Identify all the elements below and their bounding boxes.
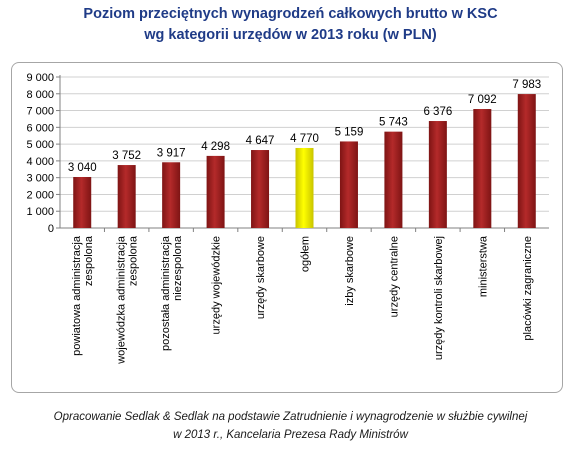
y-tick-label: 2 000 [26,189,54,201]
caption-line-1: Opracowanie Sedlak & Sedlak na podstawie… [53,411,528,423]
chart-source-caption: Opracowanie Sedlak & Sedlak na podstawie… [0,408,581,444]
x-category-label: powiatowa administracja zespolona [71,235,95,356]
chart-title-line-2: wg kategorii urzędów w 2013 roku (w PLN) [144,27,437,43]
bar-6 [295,147,314,228]
value-label: 4 647 [246,135,275,147]
bar-8 [384,131,403,228]
value-label: 3 752 [112,150,141,162]
x-category-label: wojewódzka administracja zespolona [116,235,140,365]
y-tick-label: 8 000 [26,89,54,101]
x-category-label: urzędy skarbowe [255,236,267,319]
x-category-label-line: zespolona [128,235,140,286]
bar-2 [117,165,136,228]
y-tick-label: 9 000 [26,72,54,84]
value-label: 6 376 [423,106,452,118]
x-category-label: urzędy centralne [388,236,400,317]
bar-5 [251,150,270,228]
x-category-label-line: ministerstwa [477,235,489,297]
y-tick-label: 5 000 [26,139,54,151]
chart-title: Poziom przeciętnych wynagrodzeń całkowyc… [0,4,581,46]
bar-10 [473,109,492,228]
bar-11 [517,94,536,228]
x-category-label-line: powiatowa administracja [71,235,83,356]
value-label: 4 298 [201,141,230,153]
x-category-label-line: ogółem [300,236,312,272]
value-label: 5 159 [335,126,364,138]
y-tick-label: 6 000 [26,122,54,134]
x-category-label: izby skarbowe [344,236,356,306]
value-label: 3 040 [68,162,97,174]
y-tick-label: 4 000 [26,156,54,168]
caption-line-2: w 2013 r., Kancelaria Prezesa Rady Minis… [173,429,408,441]
x-category-label-line: placówki zagraniczne [522,236,534,341]
value-label: 4 770 [290,133,319,145]
x-category-label: pozostała administracja niezespolona [160,235,184,351]
x-category-label-line: zespolona [83,235,95,286]
x-category-label-line: pozostała administracja [160,235,172,351]
value-label: 7 983 [512,79,541,91]
bar-3 [162,162,181,228]
value-label: 3 917 [157,147,186,159]
x-category-label: ogółem [300,236,312,272]
x-category-label-line: urzędy kontroli skarbowej [433,236,445,360]
y-tick-label: 7 000 [26,106,54,118]
bar-4 [206,155,225,228]
bar-1 [73,176,92,228]
x-category-label-line: urzędy wojewódzkie [211,236,223,334]
bar-9 [428,121,447,228]
y-tick-label: 0 [48,223,54,235]
x-category-label-line: niezespolona [172,235,184,301]
x-category-label: ministerstwa [477,235,489,297]
y-tick-label: 1 000 [26,206,54,218]
x-category-label-line: wojewódzka administracja [116,235,128,365]
x-category-label: urzędy wojewódzkie [211,236,223,334]
x-category-label-line: urzędy centralne [388,236,400,317]
chart-title-line-1: Poziom przeciętnych wynagrodzeń całkowyc… [83,6,498,22]
y-tick-label: 3 000 [26,173,54,185]
x-category-label-line: izby skarbowe [344,236,356,306]
x-category-label: urzędy kontroli skarbowej [433,236,445,360]
value-label: 7 092 [468,94,497,106]
x-category-label: placówki zagraniczne [522,236,534,341]
x-category-label-line: urzędy skarbowe [255,236,267,319]
bar-7 [339,141,358,228]
value-label: 5 743 [379,117,408,129]
